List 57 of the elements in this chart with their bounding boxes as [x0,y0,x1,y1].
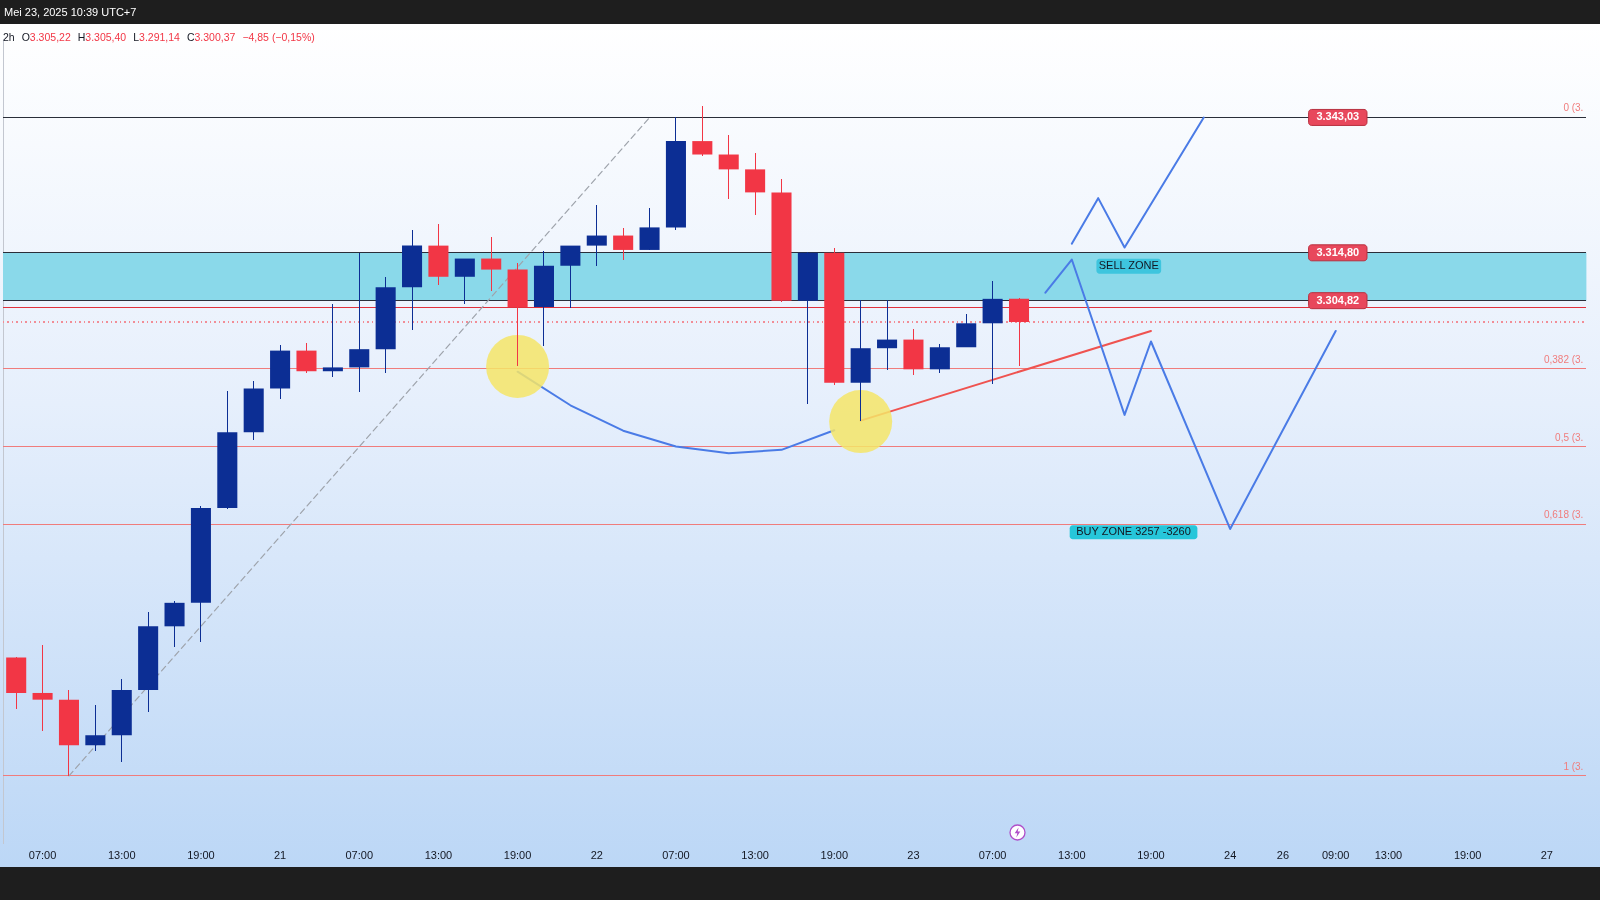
x-tick-label: 24 [1224,849,1237,862]
x-tick-label: 13:00 [741,849,769,862]
candlestick [692,105,713,157]
candlestick [718,134,739,200]
annotation: BUY ZONE 3257 -3260 [1076,525,1191,538]
x-tick-label: 19:00 [820,849,849,862]
candlestick [877,299,898,371]
candlestick [1008,297,1030,367]
candlestick [32,644,53,732]
x-tick-label: 19:00 [503,849,532,862]
annotation: 0,618 (3. [1543,509,1584,521]
x-tick-label: 19:00 [187,849,215,862]
candlestick [586,204,607,267]
ref-line-label: 3.314,80 [1316,245,1360,258]
x-tick-label: 22 [590,849,603,862]
ref-line-label: 3.304,82 [1316,293,1360,306]
annotation: −4,85 (−0,15%) [242,31,315,43]
annotation: L3.291,14 [133,31,180,43]
band-label: SELL ZONE [1098,259,1159,272]
x-tick-label: 13:00 [1374,849,1403,862]
annotation: 0,5 (3. [1555,431,1584,443]
annotation: H3.305,40 [77,31,127,43]
annotation: 0 (3. [1563,102,1584,114]
x-tick-label: 23 [907,849,920,862]
x-tick-label: 07:00 [28,849,57,862]
text: Mei 23, 2025 10:39 UTC+7 [4,6,137,18]
x-tick-label: 13:00 [1058,849,1086,862]
x-tick-label: 19:00 [1453,849,1482,862]
candlestick [349,252,370,393]
x-tick-label: 26 [1276,849,1290,862]
x-tick-label: 13:00 [424,849,453,862]
x-tick-label: 21 [273,849,287,862]
annotation: 2h [3,31,15,43]
annotation: 1 (3. [1563,760,1584,772]
x-tick-label: 07:00 [345,849,374,862]
x-tick-label: 27 [1540,849,1553,862]
candlestick [745,152,766,216]
x-tick-label: 07:00 [978,849,1007,862]
x-tick-label: 07:00 [662,849,690,862]
candlestick [296,342,317,374]
candlestick [560,245,581,309]
annotation: 0,382 (3. [1543,353,1584,365]
ref-line-label: 3.343,03 [1316,110,1360,123]
candlestick [929,343,950,374]
x-tick-label: 13:00 [108,849,136,862]
annotation: C3.300,37 [186,31,236,43]
annotation: O3.305,22 [21,31,71,43]
candlestick [639,207,660,251]
candlestick [481,236,502,292]
candlestick [956,313,977,348]
candlestick [85,704,106,752]
candlestick [164,600,185,648]
x-tick-label: 19:00 [1137,849,1165,862]
candlestick [454,258,475,305]
x-tick-label: 09:00 [1321,849,1350,862]
candlestick [322,303,343,378]
candlestick [613,227,634,261]
